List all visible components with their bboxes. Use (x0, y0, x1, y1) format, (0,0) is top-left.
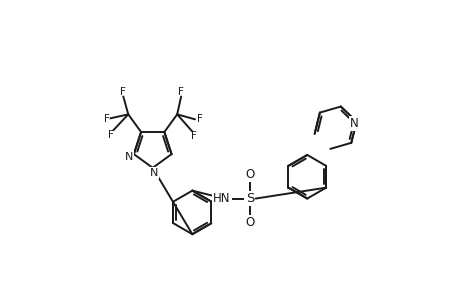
Text: F: F (178, 87, 184, 97)
Text: HN: HN (213, 192, 230, 205)
Text: N: N (349, 117, 358, 130)
Text: F: F (103, 114, 109, 124)
Text: S: S (245, 192, 253, 205)
Text: F: F (108, 130, 114, 140)
Text: O: O (245, 168, 254, 181)
Text: F: F (190, 131, 196, 141)
Text: N: N (149, 168, 157, 178)
Text: F: F (196, 114, 202, 124)
Text: O: O (245, 216, 254, 229)
Text: F: F (120, 87, 126, 97)
Text: N: N (124, 152, 133, 162)
